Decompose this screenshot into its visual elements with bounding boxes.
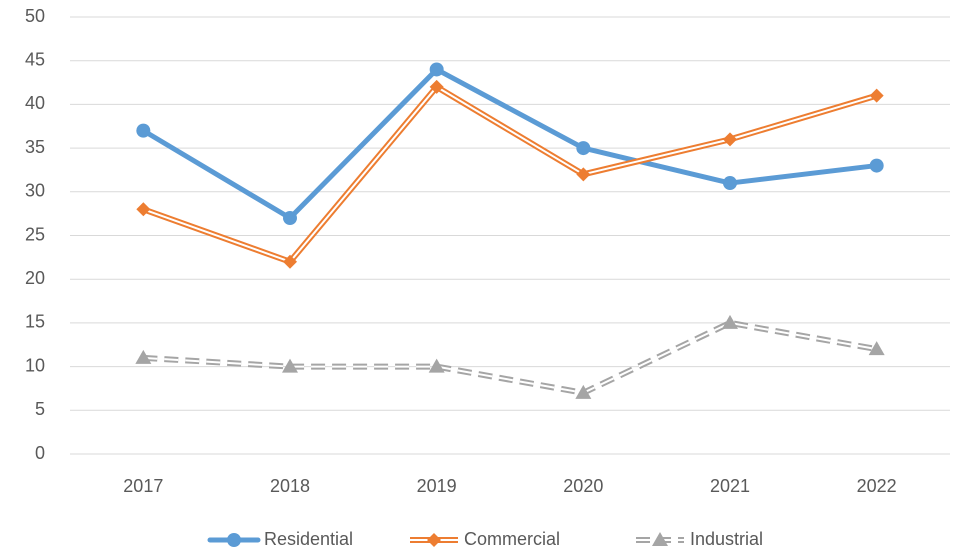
data-point: [869, 88, 884, 103]
x-tick-label: 2020: [563, 476, 603, 496]
x-tick-label: 2017: [123, 476, 163, 496]
data-point: [576, 167, 591, 182]
data-point: [283, 254, 297, 269]
y-tick-label: 45: [25, 49, 45, 69]
y-tick-label: 5: [35, 399, 45, 419]
y-tick-label: 20: [25, 268, 45, 288]
x-tick-label: 2022: [857, 476, 897, 496]
data-point: [428, 358, 445, 373]
data-point: [869, 158, 884, 173]
legend-marker: [227, 533, 241, 547]
data-point: [429, 62, 444, 77]
data-point: [575, 384, 592, 399]
series-line: [140, 66, 880, 221]
x-tick-label: 2019: [417, 476, 457, 496]
y-tick-label: 30: [25, 181, 45, 201]
y-tick-label: 35: [25, 137, 45, 157]
x-tick-label: 2021: [710, 476, 750, 496]
y-tick-label: 15: [25, 312, 45, 332]
data-point: [576, 141, 591, 156]
legend-label: Industrial: [690, 529, 763, 549]
y-tick-label: 50: [25, 6, 45, 26]
data-point: [868, 341, 885, 356]
y-tick-label: 0: [35, 443, 45, 463]
x-tick-label: 2018: [270, 476, 310, 496]
data-point: [723, 132, 737, 147]
legend-label: Residential: [264, 529, 353, 549]
series-line-inner: [143, 321, 877, 394]
y-tick-label: 10: [25, 355, 45, 375]
legend-label: Commercial: [464, 529, 560, 549]
data-point: [723, 176, 737, 191]
data-point: [135, 349, 152, 364]
legend-marker: [652, 532, 668, 546]
data-point: [429, 79, 444, 94]
data-point: [282, 358, 298, 373]
y-tick-label: 25: [25, 224, 45, 244]
data-point: [136, 202, 151, 217]
data-point: [722, 314, 738, 329]
series-line: [143, 319, 878, 396]
data-point: [283, 211, 297, 226]
y-tick-label: 40: [25, 93, 45, 113]
data-point: [136, 123, 151, 138]
series-line-inner: [142, 85, 877, 263]
legend-marker: [427, 533, 441, 547]
